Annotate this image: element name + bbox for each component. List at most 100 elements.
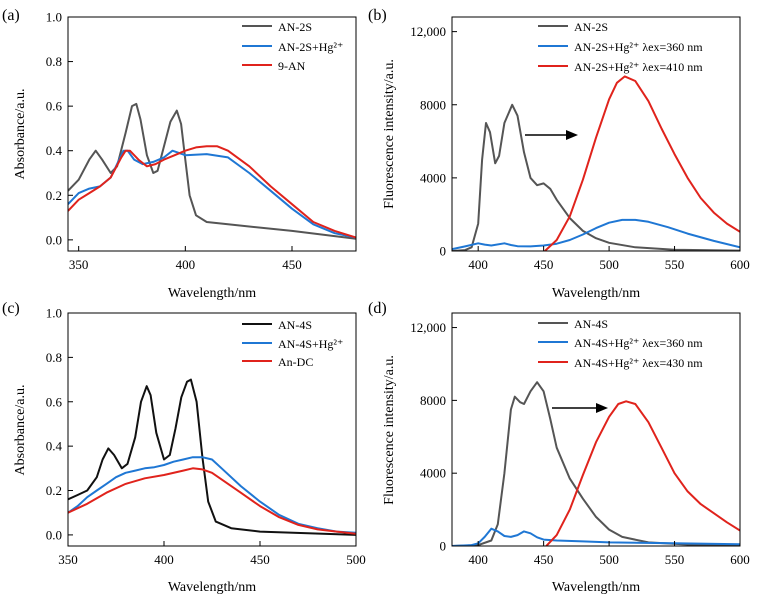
x-tick-label-b-3: 550	[665, 257, 685, 272]
x-ticks-b: 400 450 500 550 600	[468, 246, 750, 272]
plot-area-d	[452, 381, 740, 546]
legend-label-c-1: AN-4S+Hg²⁺	[278, 337, 343, 351]
y-ticks-c: 0.0 0.2 0.4 0.6 0.8 1.0	[46, 306, 73, 542]
series-line-b-0	[452, 103, 740, 251]
x-tick-label-d-3: 550	[665, 552, 685, 567]
y-tick-label-a-1: 0.2	[46, 188, 62, 203]
axes-frame-b	[451, 16, 741, 252]
x-tick-label-d-1: 450	[534, 552, 554, 567]
panel-a: (a) 350 400 450 0.0 0.2 0.4 0.6 0.8 1.0 Wavelen…	[2, 7, 357, 301]
legend-label-a-2: 9-AN	[278, 59, 306, 73]
x-tick-label-b-0: 400	[468, 257, 488, 272]
panel-b: (b) 400 450 500 550 600 0 4000 8000 12,000 Wave…	[368, 7, 750, 301]
x-tick-label-b-2: 500	[599, 257, 619, 272]
y-ticks-a: 0.0 0.2 0.4 0.6 0.8 1.0	[46, 10, 73, 247]
x-tick-label-a-0: 350	[69, 257, 89, 272]
x-axis-label-c: Wavelength/nm	[168, 580, 256, 595]
legend-c: AN-4S AN-4S+Hg²⁺ An-DC	[242, 318, 343, 369]
panel-c: (c) 350 400 450 500 0.0 0.2 0.4 0.6 0.8 1.0 Wave…	[2, 300, 366, 595]
y-tick-label-b-1: 4000	[420, 170, 446, 185]
x-ticks-a: 350 400 450	[69, 246, 302, 272]
panel-label-b: (b)	[368, 7, 387, 24]
series-line-a-1	[68, 149, 356, 239]
y-tick-label-d-1: 4000	[420, 466, 446, 481]
x-tick-label-d-4: 600	[730, 552, 750, 567]
arrow-head-d	[596, 403, 608, 413]
x-axis-label-d: Wavelength/nm	[552, 580, 640, 595]
x-axis-label-a: Wavelength/nm	[168, 286, 256, 301]
x-tick-label-c-3: 500	[346, 552, 366, 567]
axes-frame-a	[67, 16, 357, 252]
y-tick-label-d-2: 8000	[420, 393, 446, 408]
series-line-c-0	[68, 378, 356, 536]
panel-label-a: (a)	[2, 7, 20, 24]
legend-label-b-2: AN-2S+Hg²⁺ λex=410 nm	[574, 60, 703, 74]
y-tick-label-c-5: 1.0	[46, 306, 62, 321]
legend-b: AN-2S AN-2S+Hg²⁺ λex=360 nm AN-2S+Hg²⁺ λ…	[538, 20, 703, 74]
y-tick-label-a-4: 0.8	[46, 54, 62, 69]
series-line-c-1	[68, 456, 356, 534]
y-tick-label-a-3: 0.6	[46, 99, 63, 114]
series-line-d-1	[452, 527, 740, 546]
y-tick-label-c-2: 0.4	[46, 439, 63, 454]
y-tick-label-a-2: 0.4	[46, 143, 63, 158]
panel-label-c: (c)	[2, 300, 20, 317]
axes-frame-d	[451, 312, 741, 547]
y-ticks-b: 0 4000 8000 12,000	[410, 24, 457, 259]
series-line-d-2	[545, 400, 740, 546]
plot-area-c	[68, 378, 356, 536]
legend-label-d-0: AN-4S	[574, 317, 608, 331]
y-axis-label-d: Fluorescence intensity/a.u.	[382, 355, 397, 505]
x-ticks-c: 350 400 450 500	[58, 541, 366, 567]
x-tick-label-c-1: 400	[154, 552, 174, 567]
x-tick-label-d-2: 500	[599, 552, 619, 567]
x-tick-label-a-1: 400	[176, 257, 196, 272]
legend-label-c-2: An-DC	[278, 355, 313, 369]
legend-label-d-1: AN-4S+Hg²⁺ λex=360 nm	[574, 336, 703, 350]
y-tick-label-c-4: 0.8	[46, 350, 62, 365]
axes-frame-c	[67, 312, 357, 547]
y-axis-label-c: Absorbance/a.u.	[13, 385, 28, 476]
y-tick-label-c-1: 0.2	[46, 483, 62, 498]
transfer-arrow-d	[552, 403, 608, 413]
legend-d: AN-4S AN-4S+Hg²⁺ λex=360 nm AN-4S+Hg²⁺ λ…	[538, 317, 703, 370]
series-line-a-0	[68, 102, 356, 240]
x-tick-label-b-1: 450	[534, 257, 554, 272]
y-tick-label-b-0: 0	[440, 244, 447, 259]
x-tick-label-c-2: 450	[250, 552, 270, 567]
y-axis-label-a: Absorbance/a.u.	[13, 89, 28, 180]
plot-area-b	[452, 75, 740, 251]
legend-label-b-1: AN-2S+Hg²⁺ λex=360 nm	[574, 40, 703, 54]
y-tick-label-b-2: 8000	[420, 97, 446, 112]
y-tick-label-a-5: 1.0	[46, 10, 62, 25]
y-ticks-d: 0 4000 8000 12,000	[410, 320, 457, 554]
y-tick-label-d-3: 12,000	[410, 320, 446, 335]
series-line-b-2	[544, 75, 740, 251]
legend-label-a-1: AN-2S+Hg²⁺	[278, 40, 343, 54]
series-line-d-0	[452, 381, 740, 546]
x-axis-label-b: Wavelength/nm	[552, 286, 640, 301]
transfer-arrow-b	[525, 130, 578, 140]
plot-area-a	[68, 102, 356, 240]
y-tick-label-b-3: 12,000	[410, 24, 446, 39]
arrow-head-b	[566, 130, 578, 140]
legend-label-a-0: AN-2S	[278, 20, 312, 34]
legend-label-c-0: AN-4S	[278, 318, 312, 332]
x-ticks-d: 400 450 500 550 600	[468, 541, 750, 567]
y-axis-label-b: Fluorescence intensity/a.u.	[382, 59, 397, 209]
panel-label-d: (d)	[368, 300, 387, 317]
x-tick-label-a-2: 450	[282, 257, 302, 272]
legend-label-d-2: AN-4S+Hg²⁺ λex=430 nm	[574, 356, 703, 370]
legend-label-b-0: AN-2S	[574, 20, 608, 34]
x-tick-label-d-0: 400	[468, 552, 488, 567]
panel-d: (d) 400 450 500 550 600 0 4000 8000 12,000 Wave…	[368, 300, 750, 595]
series-line-a-2	[68, 145, 356, 239]
x-tick-label-c-0: 350	[58, 552, 78, 567]
y-tick-label-d-0: 0	[440, 539, 447, 554]
series-line-c-2	[68, 467, 356, 535]
series-line-b-1	[452, 218, 740, 251]
legend-a: AN-2S AN-2S+Hg²⁺ 9-AN	[242, 20, 343, 73]
x-tick-label-b-4: 600	[730, 257, 750, 272]
y-tick-label-a-0: 0.0	[46, 232, 62, 247]
